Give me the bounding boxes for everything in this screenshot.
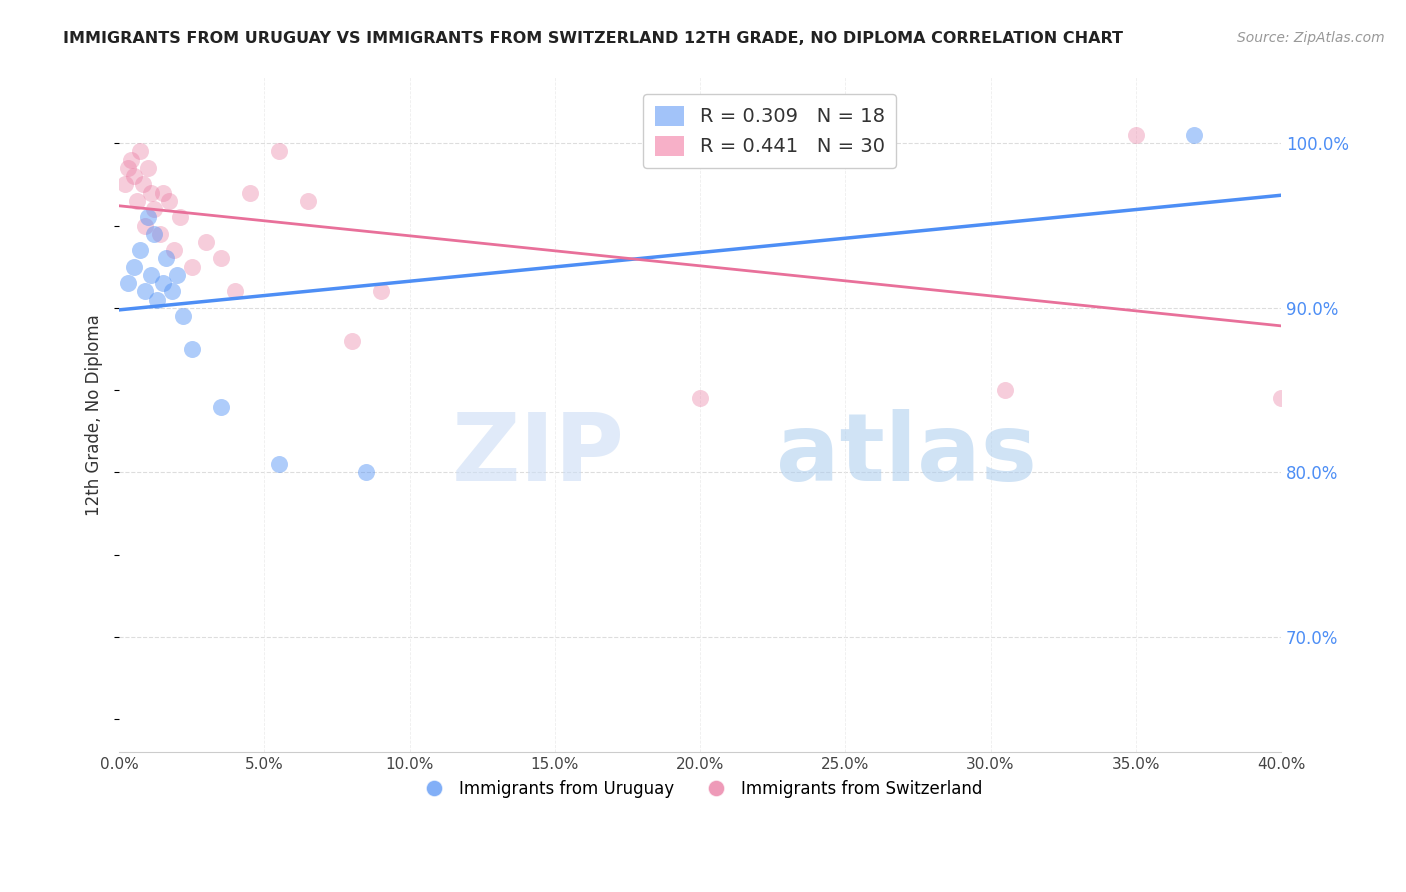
Point — [849, 136, 872, 151]
Point — [163, 244, 186, 258]
Point — [1125, 128, 1147, 142]
Point — [128, 145, 150, 159]
Point — [122, 260, 145, 274]
Text: Source: ZipAtlas.com: Source: ZipAtlas.com — [1237, 31, 1385, 45]
Point — [152, 276, 174, 290]
Point — [169, 211, 191, 225]
Point — [143, 227, 166, 241]
Point — [141, 186, 163, 200]
Point — [370, 285, 392, 299]
Point — [239, 186, 262, 200]
Point — [209, 252, 232, 266]
Point — [136, 211, 159, 225]
Point — [114, 178, 136, 192]
Point — [195, 235, 218, 249]
Text: atlas: atlas — [776, 409, 1036, 501]
Point — [117, 276, 139, 290]
Point — [354, 466, 377, 480]
Point — [122, 169, 145, 184]
Point — [180, 260, 202, 274]
Point — [149, 227, 172, 241]
Point — [1270, 392, 1292, 406]
Point — [136, 161, 159, 175]
Point — [160, 285, 183, 299]
Point — [180, 342, 202, 356]
Point — [689, 392, 711, 406]
Point — [209, 400, 232, 414]
Legend: Immigrants from Uruguay, Immigrants from Switzerland: Immigrants from Uruguay, Immigrants from… — [411, 773, 990, 805]
Point — [267, 457, 290, 471]
Point — [146, 293, 169, 307]
Point — [155, 252, 177, 266]
Point — [340, 334, 363, 348]
Point — [128, 244, 150, 258]
Point — [125, 194, 148, 208]
Text: IMMIGRANTS FROM URUGUAY VS IMMIGRANTS FROM SWITZERLAND 12TH GRADE, NO DIPLOMA CO: IMMIGRANTS FROM URUGUAY VS IMMIGRANTS FR… — [63, 31, 1123, 46]
Point — [172, 309, 194, 323]
Point — [224, 285, 246, 299]
Text: ZIP: ZIP — [451, 409, 624, 501]
Point — [143, 202, 166, 216]
Point — [994, 383, 1017, 397]
Point — [141, 268, 163, 282]
Point — [267, 145, 290, 159]
Point — [134, 285, 156, 299]
Point — [166, 268, 188, 282]
Point — [152, 186, 174, 200]
Point — [297, 194, 319, 208]
Point — [1182, 128, 1205, 142]
Point — [157, 194, 180, 208]
Point — [120, 153, 142, 167]
Y-axis label: 12th Grade, No Diploma: 12th Grade, No Diploma — [86, 314, 103, 516]
Point — [131, 178, 153, 192]
Point — [134, 219, 156, 233]
Point — [117, 161, 139, 175]
